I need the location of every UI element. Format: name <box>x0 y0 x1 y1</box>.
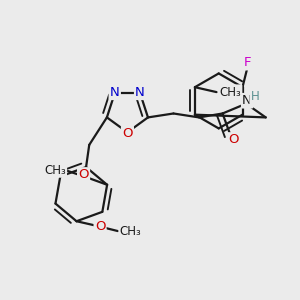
Text: O: O <box>122 127 133 140</box>
Text: O: O <box>95 220 105 232</box>
Text: CH₃: CH₃ <box>120 224 142 238</box>
Text: H: H <box>250 90 259 103</box>
Text: F: F <box>244 56 251 69</box>
Text: CH₃: CH₃ <box>219 85 241 99</box>
Text: N: N <box>242 94 252 107</box>
Text: CH₃: CH₃ <box>44 164 66 176</box>
Text: N: N <box>110 86 120 99</box>
Text: O: O <box>228 134 238 146</box>
Text: N: N <box>135 86 145 99</box>
Text: O: O <box>78 169 89 182</box>
